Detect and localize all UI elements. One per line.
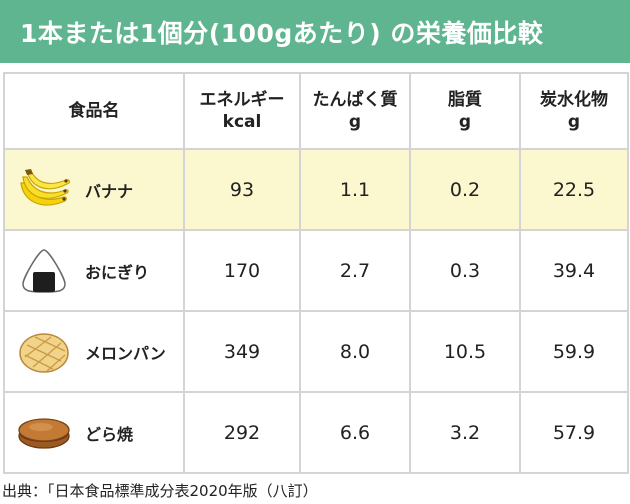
energy-cell: 93 [183, 148, 301, 231]
food-name: おにぎり [85, 262, 150, 282]
header-carb: 炭水化物 g [519, 72, 629, 150]
table-row: メロンパン 349 8.0 10.5 59.9 [3, 310, 629, 393]
header-food: 食品名 [3, 72, 185, 150]
carb-cell: 39.4 [519, 229, 629, 312]
food-name: どら焼 [85, 424, 134, 444]
protein-cell: 6.6 [299, 391, 411, 474]
protein-cell: 2.7 [299, 229, 411, 312]
food-name: メロンパン [85, 343, 166, 363]
energy-cell: 349 [183, 310, 301, 393]
carb-cell: 57.9 [519, 391, 629, 474]
dorayaki-icon [15, 407, 73, 459]
nutrition-table: 食品名 エネルギー kcal たんぱく質 g 脂質 g 炭水化物 g [3, 72, 629, 474]
food-cell: バナナ [3, 148, 185, 231]
food-cell: メロンパン [3, 310, 185, 393]
header-fat: 脂質 g [409, 72, 521, 150]
source-note: 出典：「日本食品標準成分表2020年版（八訂） [2, 482, 318, 500]
carb-cell: 22.5 [519, 148, 629, 231]
fat-cell: 0.3 [409, 229, 521, 312]
food-name: バナナ [85, 181, 134, 201]
header-energy: エネルギー kcal [183, 72, 301, 150]
fat-cell: 10.5 [409, 310, 521, 393]
energy-cell: 170 [183, 229, 301, 312]
food-cell: おにぎり [3, 229, 185, 312]
protein-cell: 8.0 [299, 310, 411, 393]
table-row: バナナ 93 1.1 0.2 22.5 [3, 148, 629, 231]
table-row: おにぎり 170 2.7 0.3 39.4 [3, 229, 629, 312]
food-cell: どら焼 [3, 391, 185, 474]
table-header-row: 食品名 エネルギー kcal たんぱく質 g 脂質 g 炭水化物 g [3, 72, 629, 150]
protein-cell: 1.1 [299, 148, 411, 231]
carb-cell: 59.9 [519, 310, 629, 393]
page-title: 1本または1個分(100gあたり) の栄養価比較 [0, 0, 630, 63]
onigiri-icon [15, 245, 73, 297]
banana-icon [15, 164, 73, 216]
melon-pan-icon [15, 326, 73, 378]
fat-cell: 3.2 [409, 391, 521, 474]
header-protein: たんぱく質 g [299, 72, 411, 150]
table-row: どら焼 292 6.6 3.2 57.9 [3, 391, 629, 474]
energy-cell: 292 [183, 391, 301, 474]
fat-cell: 0.2 [409, 148, 521, 231]
